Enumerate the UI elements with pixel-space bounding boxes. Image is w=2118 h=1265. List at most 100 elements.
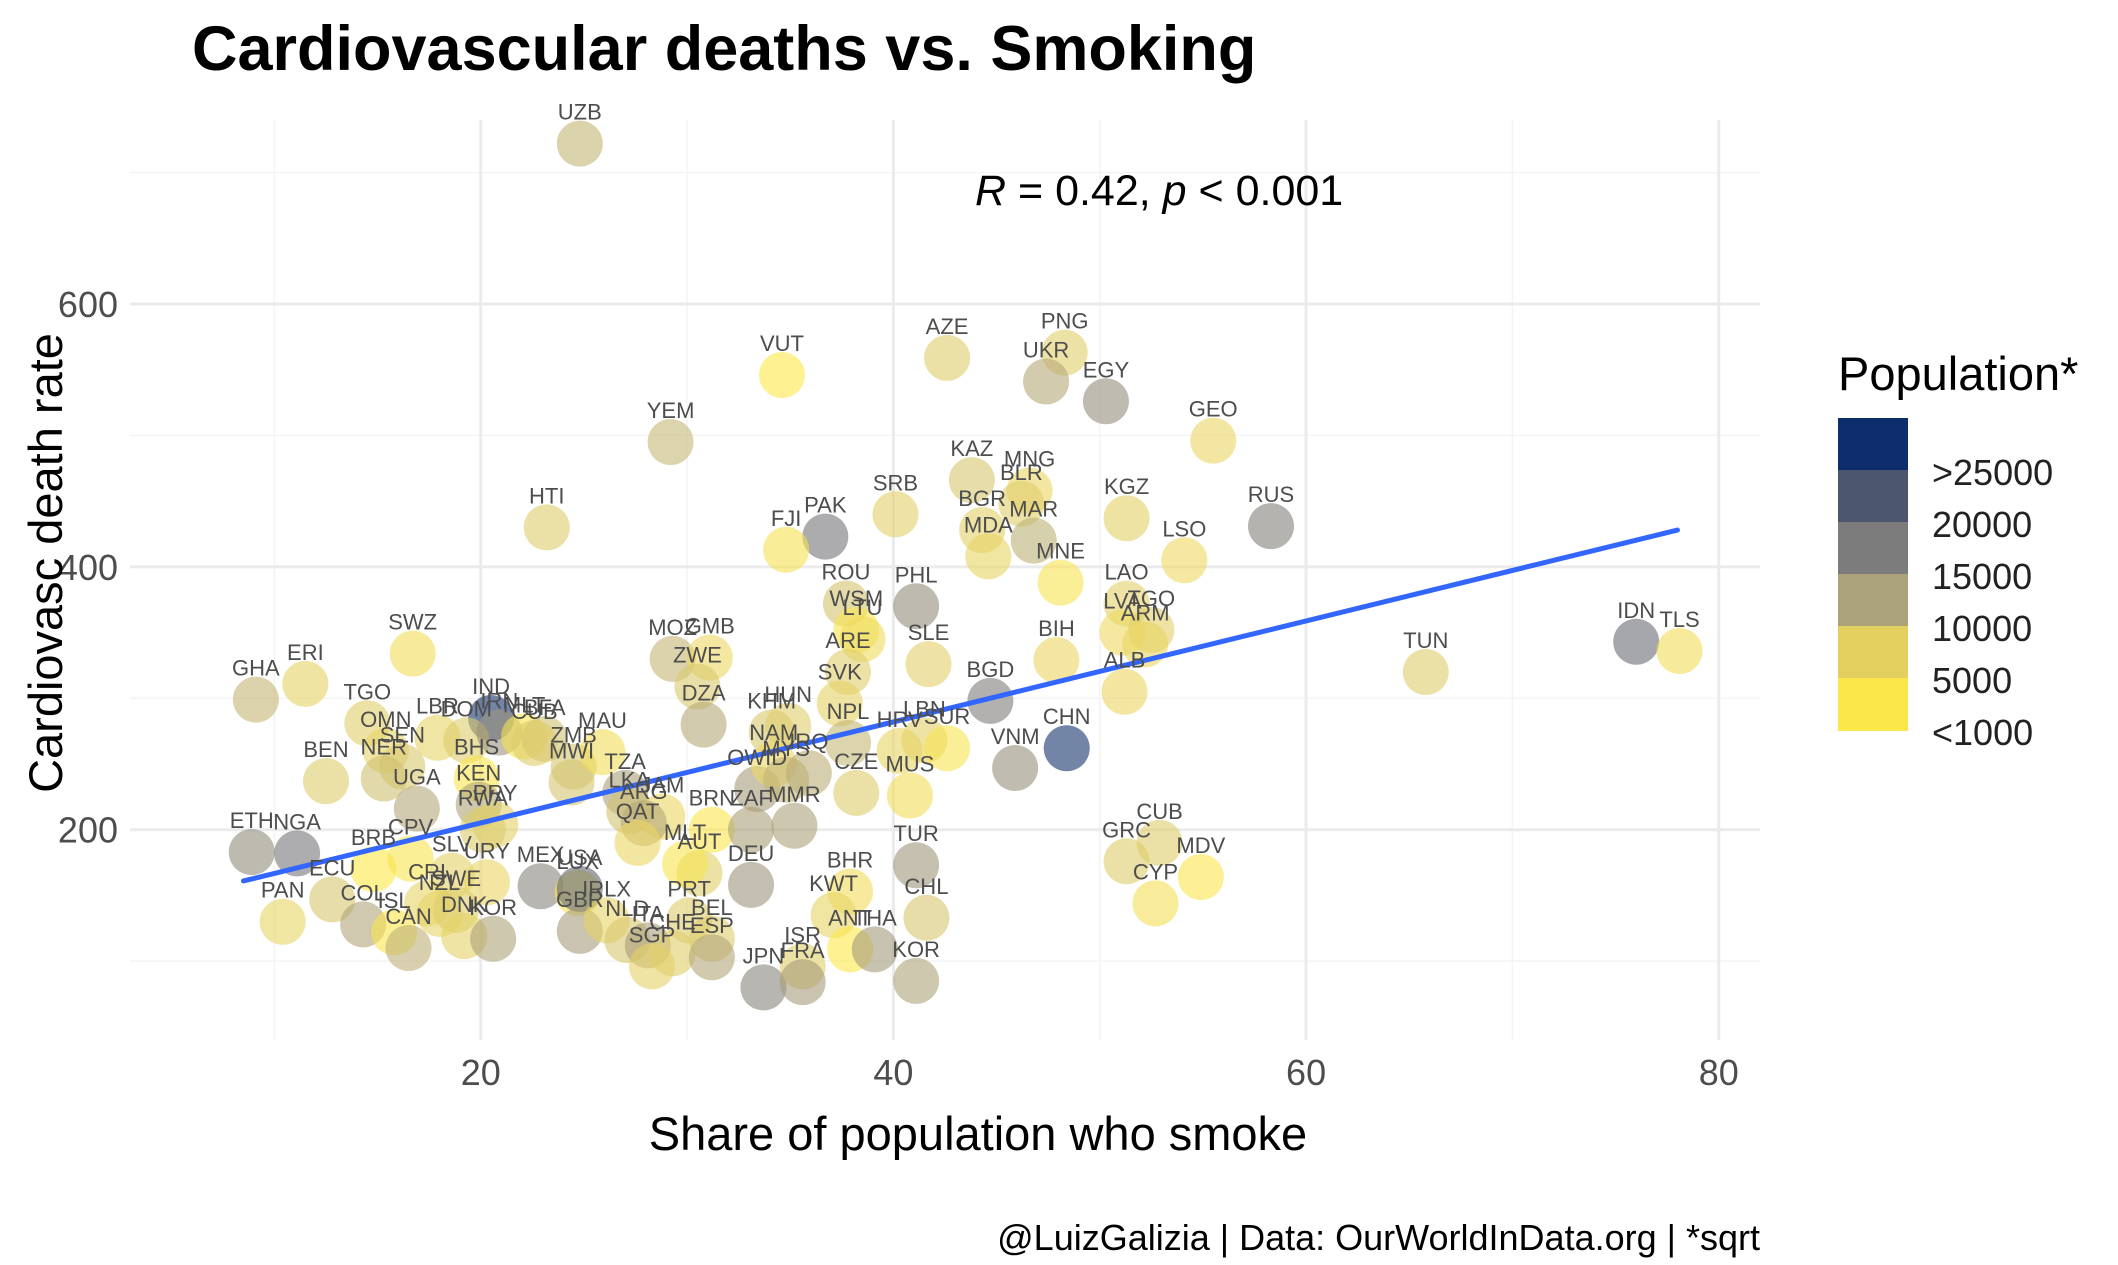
point-label: KAZ: [950, 436, 993, 461]
data-point-mar: [1010, 517, 1057, 564]
data-point-mne: [1037, 559, 1084, 606]
point-label: VNM: [991, 724, 1040, 749]
point-label: OMN: [360, 707, 411, 732]
point-label: PRT: [667, 876, 711, 901]
point-label: CUB: [511, 699, 557, 724]
point-label: MLT: [664, 820, 706, 845]
data-point-cyp: [1132, 880, 1179, 927]
data-point-tun: [1402, 649, 1449, 695]
data-point-blr: [998, 480, 1045, 527]
point-label: DZA: [682, 681, 726, 706]
data-point-zaf: [728, 806, 775, 853]
point-label: LKA: [609, 767, 651, 792]
legend-labels: >25000 20000 15000 10000 5000 <1000: [1932, 452, 2053, 753]
point-label: GEO: [1189, 397, 1238, 422]
point-label: LTU: [842, 595, 882, 620]
legend-title: Population*: [1838, 347, 2078, 400]
data-point-chl: [903, 894, 950, 941]
point-label: YEM: [647, 398, 695, 423]
point-label: ISR: [784, 922, 821, 947]
data-point-cub: [511, 719, 558, 766]
data-point-lso: [1161, 537, 1208, 584]
trend-line: [240, 527, 1680, 884]
point-label: PNG: [1041, 309, 1089, 334]
point-label: KEN: [456, 761, 501, 786]
data-point-mus: [886, 772, 933, 819]
point-label: BGD: [967, 657, 1015, 682]
gridlines: [130, 120, 1760, 1040]
point-label: LSO: [1162, 516, 1206, 541]
point-label: AUT: [677, 829, 721, 854]
annot-r-value: = 0.42,: [1006, 167, 1163, 215]
legend-colorbar: [1838, 418, 1908, 731]
point-label: CUB: [1136, 799, 1182, 824]
point-label: BHR: [827, 847, 873, 872]
point-label: PHL: [895, 562, 938, 587]
point-label: TGO: [1127, 586, 1175, 611]
point-label: GHA: [232, 656, 280, 681]
data-point-chn: [1043, 725, 1090, 772]
point-label: KOR: [469, 895, 517, 920]
data-point-vut: [759, 351, 805, 398]
point-label: CYP: [1133, 859, 1178, 884]
point-label: UGA: [393, 765, 441, 790]
point-label: MDA: [964, 512, 1013, 537]
point-label: LAO: [1105, 560, 1149, 585]
point-label: LUX: [556, 849, 599, 874]
legend-swatch: [1838, 418, 1908, 471]
data-point-zwe: [674, 663, 721, 710]
y-axis-title: Cardiovasc death rate: [19, 333, 72, 793]
data-points: [228, 120, 1703, 1011]
point-label: NAM: [749, 720, 798, 745]
point-label: KWT: [809, 871, 858, 896]
data-point-geo: [1190, 417, 1237, 464]
point-label: SVK: [818, 660, 862, 685]
annot-r: R: [975, 167, 1006, 215]
data-point-cpv: [387, 835, 434, 882]
point-label: ROU: [822, 560, 871, 585]
legend-swatch: [1838, 678, 1908, 731]
point-label: JAM: [640, 773, 684, 798]
point-label: SWE: [431, 866, 481, 891]
point-label: LBN: [903, 696, 946, 721]
data-point-deu: [728, 861, 775, 908]
point-label: ARM: [1121, 600, 1170, 625]
point-label: IRLX: [582, 876, 631, 901]
point-label: RWA: [458, 786, 508, 811]
data-point-dza: [680, 701, 727, 748]
legend-label: 15000: [1932, 556, 2032, 597]
point-label: CHN: [1043, 704, 1091, 729]
point-label: PAN: [261, 878, 305, 903]
point-label: CRI: [408, 859, 446, 884]
chart-title: Cardiovascular deaths vs. Smoking: [192, 14, 1256, 84]
data-point-brn: [688, 806, 735, 853]
point-label: MMR: [768, 782, 821, 807]
point-label: BHS: [454, 734, 499, 759]
point-label: GBR: [556, 887, 604, 912]
data-point-vnm: [992, 744, 1039, 791]
data-point-mex: [517, 863, 564, 910]
y-tick-label: 200: [58, 810, 118, 851]
data-point-bgd: [967, 677, 1014, 724]
point-label: ESP: [690, 913, 734, 938]
y-axis-ticks: 200 400 600: [58, 284, 118, 851]
point-label: MAR: [1009, 497, 1058, 522]
point-label: PRY: [473, 780, 518, 805]
point-label: NZL: [419, 870, 461, 895]
point-label: AZE: [926, 314, 969, 339]
point-label: NPL: [827, 699, 870, 724]
point-label: ECU: [309, 855, 355, 880]
data-point-fra: [779, 959, 826, 1006]
data-point-irq: [785, 750, 832, 797]
point-label: THA: [853, 905, 897, 930]
point-label: DEU: [728, 841, 774, 866]
data-point-mau: [579, 729, 626, 776]
point-label: FJI: [771, 506, 802, 531]
point-label: GRC: [1102, 817, 1151, 842]
x-tick-label: 60: [1286, 1052, 1326, 1093]
data-point-mda: [965, 533, 1012, 580]
point-label: MOZ: [648, 615, 697, 640]
y-tick-label: 600: [58, 284, 118, 325]
point-label: KGZ: [1104, 474, 1149, 499]
